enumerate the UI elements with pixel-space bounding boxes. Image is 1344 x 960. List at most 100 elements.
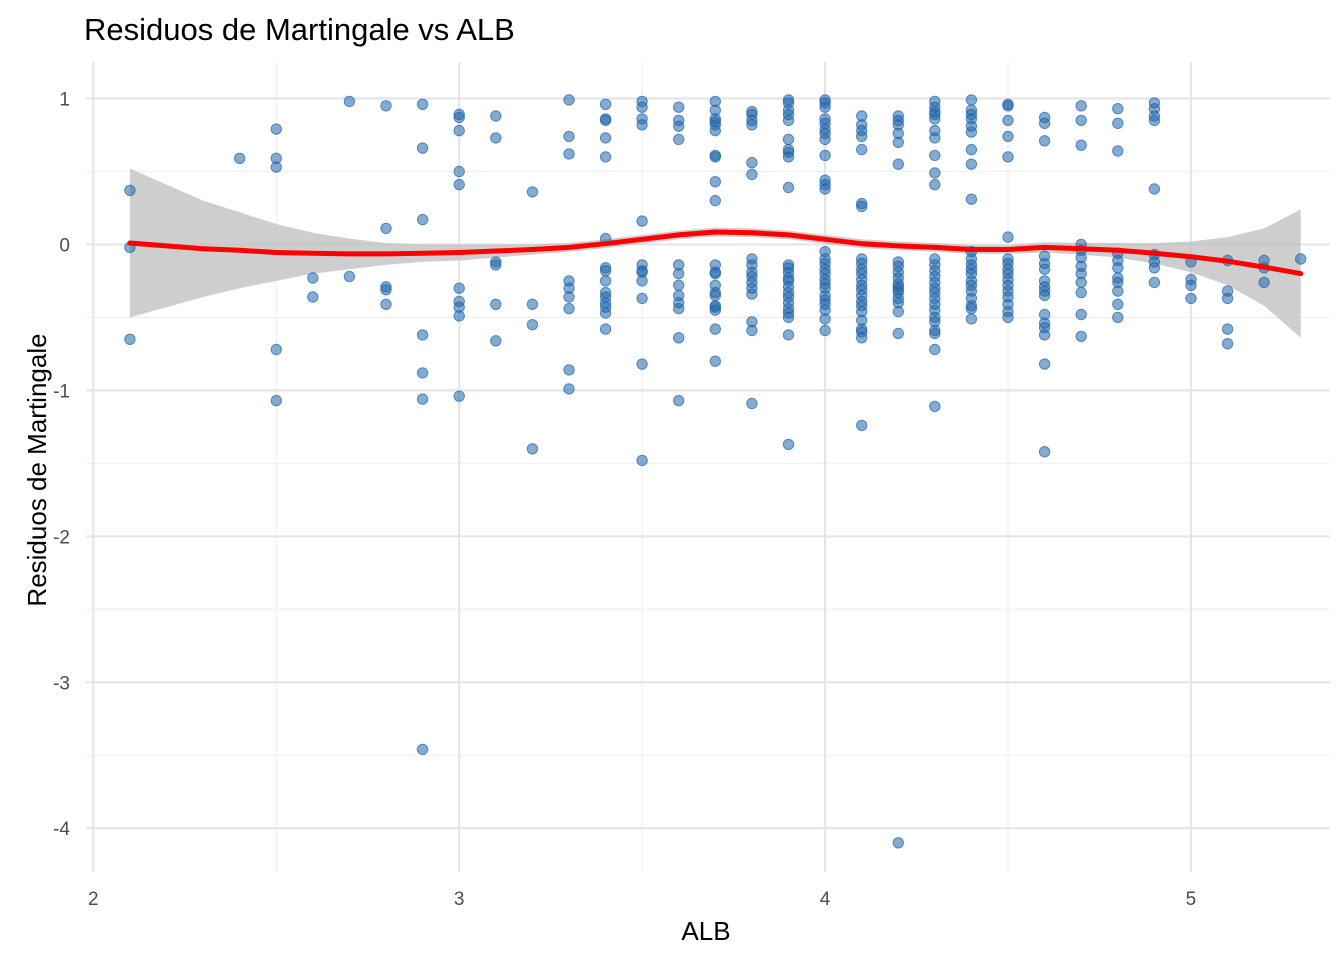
x-tick-label: 3 [454,889,465,910]
data-point [709,176,721,188]
data-point [1148,262,1161,274]
data-point [673,332,685,344]
data-point [1112,285,1124,297]
data-point [1038,263,1051,275]
data-point [709,304,721,316]
data-point [1112,145,1124,157]
y-tick-label: 1 [59,89,70,110]
data-point [673,120,685,132]
data-point [563,130,575,143]
data-point [1002,231,1014,243]
data-point [673,267,685,280]
data-point [1002,130,1014,143]
data-point [234,152,246,165]
data-point [709,194,721,207]
data-point [343,270,356,283]
data-point [782,329,795,341]
data-point [124,184,136,197]
data-point [1002,100,1014,112]
data-point [599,114,612,127]
x-axis-ticks: 2 3 4 5 [88,889,1196,910]
data-point [746,397,758,410]
data-point [709,289,721,302]
data-point [1221,292,1234,305]
data-point [636,275,648,287]
data-point [1075,286,1087,299]
data-point [709,355,721,367]
data-point [526,443,539,455]
data-point [490,298,502,310]
data-point [416,367,429,379]
data-point [636,119,648,131]
data-point [929,132,941,144]
data-point [1295,253,1307,265]
data-point [965,313,978,325]
data-point [343,95,356,108]
data-point [965,193,978,205]
data-point [856,332,868,344]
data-point [599,275,612,287]
data-point [746,324,758,337]
data-point [746,168,758,181]
y-tick-label: -3 [53,673,70,694]
data-point [526,319,539,331]
data-points [124,94,1307,849]
y-axis-ticks: 1 0 -1 -2 -3 -4 [53,89,70,840]
data-point [965,94,978,106]
data-point [965,126,978,138]
data-point [1112,117,1124,130]
data-point [929,400,941,413]
major-gridlines [86,62,1330,872]
data-point [416,142,429,154]
data-point [1002,311,1014,324]
data-point [1112,298,1124,310]
data-point [709,124,721,137]
data-point [307,291,319,303]
data-point [453,124,465,137]
data-point [636,292,648,305]
x-tick-label: 4 [820,889,831,910]
data-point [526,298,539,310]
data-point [1258,276,1270,289]
data-point [892,305,904,318]
data-point [380,284,392,296]
data-point [1002,151,1014,163]
data-point [965,158,978,170]
data-point [416,743,429,756]
data-point [270,394,282,407]
data-point [673,279,685,291]
data-point [673,302,685,315]
data-point [124,333,136,345]
x-tick-label: 2 [88,889,99,910]
data-point [819,101,831,113]
data-point [782,133,795,146]
data-point [563,383,575,395]
data-point [1112,103,1124,115]
data-point [782,151,795,163]
data-point [819,133,831,146]
data-point [490,110,502,122]
data-point [453,178,465,191]
data-point [453,165,465,178]
data-point [453,111,465,124]
data-point [1185,292,1197,305]
data-point [856,200,868,213]
data-point [892,136,904,149]
chart-title: Residuos de Martingale vs ALB [84,12,515,47]
data-point [270,161,282,173]
data-point [929,167,941,179]
data-point [416,98,429,111]
data-point [856,419,868,432]
data-point [1075,100,1087,112]
data-point [1221,323,1234,335]
data-point [782,438,795,451]
data-point [892,158,904,170]
data-point [673,394,685,407]
data-point [929,343,941,356]
data-point [636,358,648,370]
data-point [490,259,502,271]
data-point [892,327,904,340]
data-point [1075,139,1087,151]
data-point [1038,358,1051,370]
data-point [453,390,465,402]
